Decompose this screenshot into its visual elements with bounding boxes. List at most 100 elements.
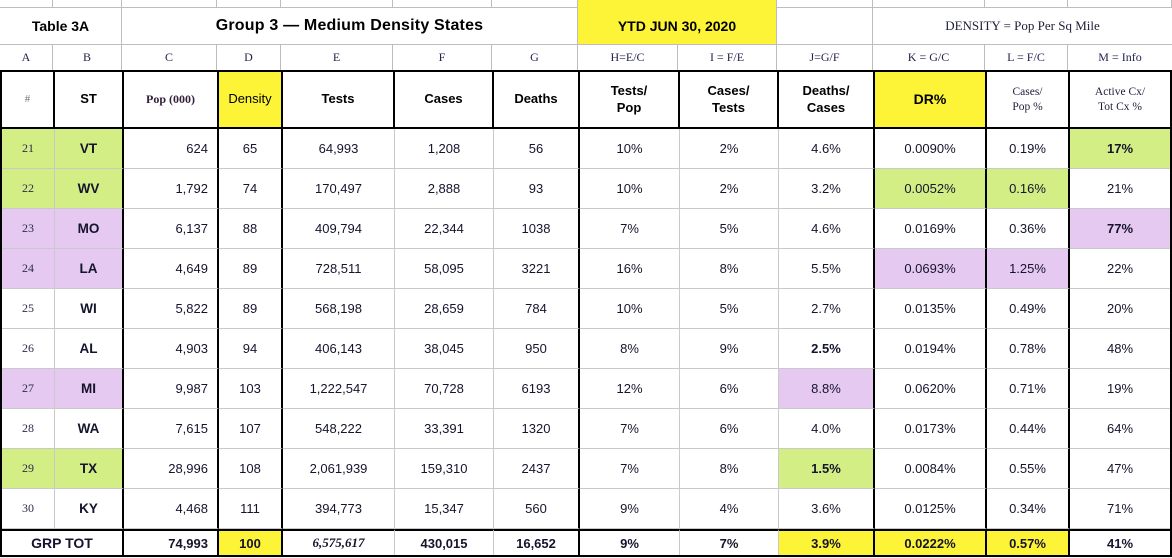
value-cell: 103 [219,369,283,409]
value-cell: 4,649 [124,249,219,289]
value-cell: 0.0125% [875,489,987,529]
value-cell: 7% [580,409,680,449]
value-cell: 64,993 [283,129,395,169]
header-dr-pct: DR% [875,72,987,129]
grid-cell [53,0,122,8]
header-tests: Tests [283,72,395,129]
value-cell: 19% [1070,369,1170,409]
value-cell: 8% [580,329,680,369]
value-cell: 1.5% [779,449,875,489]
value-cell: 10% [580,289,680,329]
column-letter: G [492,45,578,70]
value-cell: 7,615 [124,409,219,449]
grid-cell [1068,0,1172,8]
state-cell: MO [55,209,124,249]
value-cell: 89 [219,289,283,329]
value-cell: 406,143 [283,329,395,369]
value-cell: 159,310 [395,449,494,489]
header-cases-tests: Cases/ Tests [680,72,779,129]
value-cell: 568,198 [283,289,395,329]
title-row: Table 3A Group 3 — Medium Density States… [0,8,1172,45]
state-cell: WI [55,289,124,329]
header-row-number: # [2,72,55,129]
grid-cell [777,0,873,8]
value-cell: 58,095 [395,249,494,289]
value-cell: 1,792 [124,169,219,209]
value-cell: 77% [1070,209,1170,249]
row-number-cell: 27 [2,369,55,409]
value-cell: 394,773 [283,489,395,529]
value-cell: 1320 [494,409,580,449]
state-cell: AL [55,329,124,369]
state-cell: KY [55,489,124,529]
value-cell: 0.0620% [875,369,987,409]
value-cell: 2437 [494,449,580,489]
grid-cell [985,0,1068,8]
value-cell: 6% [680,369,779,409]
value-cell: 1,208 [395,129,494,169]
value-cell: 5% [680,289,779,329]
grid-cell [873,0,985,8]
value-cell: 74 [219,169,283,209]
value-cell: 0.34% [987,489,1070,529]
total-value-cell: 430,015 [395,529,494,555]
value-cell: 3221 [494,249,580,289]
value-cell: 0.44% [987,409,1070,449]
value-cell: 15,347 [395,489,494,529]
total-value-cell: 100 [219,529,283,555]
value-cell: 71% [1070,489,1170,529]
value-cell: 728,511 [283,249,395,289]
column-letter: H=E/C [578,45,678,70]
value-cell: 0.0169% [875,209,987,249]
value-cell: 0.19% [987,129,1070,169]
state-cell: MI [55,369,124,409]
table-label: Table 3A [0,8,122,45]
total-value-cell: 9% [580,529,680,555]
state-cell: WA [55,409,124,449]
value-cell: 9% [580,489,680,529]
value-cell: 0.78% [987,329,1070,369]
value-cell: 6% [680,409,779,449]
value-cell: 56 [494,129,580,169]
value-cell: 0.49% [987,289,1070,329]
value-cell: 7% [580,209,680,249]
value-cell: 108 [219,449,283,489]
value-cell: 2% [680,169,779,209]
header-deaths-cases: Deaths/ Cases [779,72,875,129]
value-cell: 4.6% [779,209,875,249]
value-cell: 20% [1070,289,1170,329]
header-deaths: Deaths [494,72,580,129]
header-pop: Pop (000) [124,72,219,129]
value-cell: 10% [580,169,680,209]
value-cell: 21% [1070,169,1170,209]
value-cell: 0.0693% [875,249,987,289]
value-cell: 0.0135% [875,289,987,329]
row-number-cell: 22 [2,169,55,209]
value-cell: 65 [219,129,283,169]
value-cell: 0.0173% [875,409,987,449]
group-title: Group 3 — Medium Density States [122,8,578,45]
column-letter: D [217,45,281,70]
value-cell: 47% [1070,449,1170,489]
value-cell: 7% [580,449,680,489]
value-cell: 8% [680,249,779,289]
value-cell: 1,222,547 [283,369,395,409]
value-cell: 107 [219,409,283,449]
value-cell: 33,391 [395,409,494,449]
total-value-cell: 0.57% [987,529,1070,555]
value-cell: 22,344 [395,209,494,249]
value-cell: 5% [680,209,779,249]
total-value-cell: 41% [1070,529,1170,555]
value-cell: 6193 [494,369,580,409]
column-letter: J=G/F [777,45,873,70]
value-cell: 0.0090% [875,129,987,169]
value-cell: 3.6% [779,489,875,529]
column-letter: I = F/E [678,45,777,70]
column-letter: M = Info [1098,50,1142,64]
value-cell: 5.5% [779,249,875,289]
value-cell: 2,888 [395,169,494,209]
value-cell: 2.7% [779,289,875,329]
total-value-cell: 3.9% [779,529,875,555]
value-cell: 70,728 [395,369,494,409]
